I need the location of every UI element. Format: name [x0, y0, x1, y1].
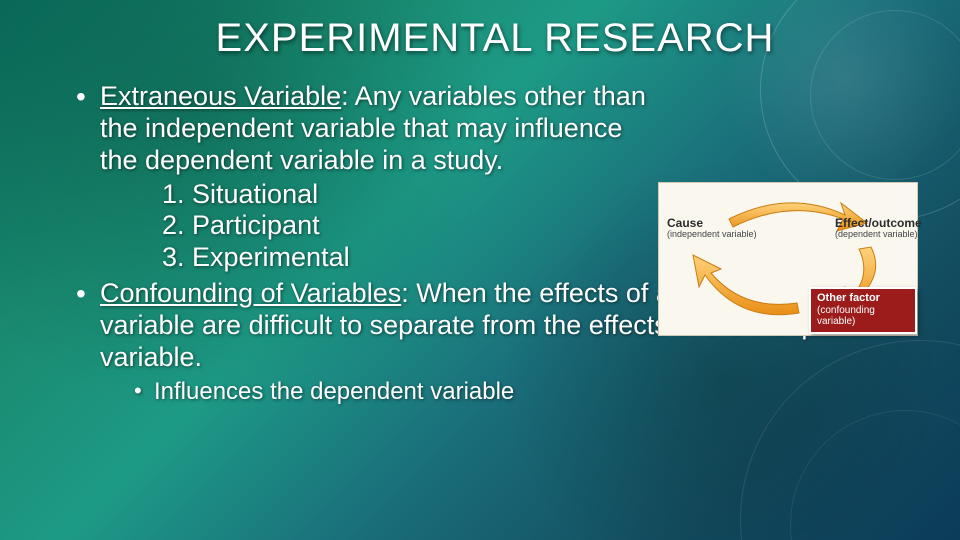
slide-title: EXPERIMENTAL RESEARCH — [70, 16, 920, 61]
node-subtitle: (dependent variable) — [835, 230, 922, 240]
diagram-node-effect: Effect/outcome (dependent variable) — [835, 217, 922, 240]
bullet-text: Extraneous Variable: Any variables other… — [100, 81, 660, 177]
slide: EXPERIMENTAL RESEARCH Extraneous Variabl… — [0, 0, 960, 540]
term: Confounding of Variables — [100, 278, 401, 308]
diagram-node-other: Other factor (confounding variable) — [809, 287, 917, 334]
variable-cycle-diagram: Cause (independent variable) Effect/outc… — [658, 182, 918, 336]
diagram-node-cause: Cause (independent variable) — [667, 217, 757, 240]
sub-bullet-item: Influences the dependent variable — [132, 378, 920, 406]
sub-bullet-list: Influences the dependent variable — [132, 378, 920, 406]
term: Extraneous Variable — [100, 81, 341, 111]
node-subtitle: (independent variable) — [667, 230, 757, 240]
node-subtitle: (confounding variable) — [817, 305, 909, 328]
node-title: Other factor — [817, 292, 909, 305]
